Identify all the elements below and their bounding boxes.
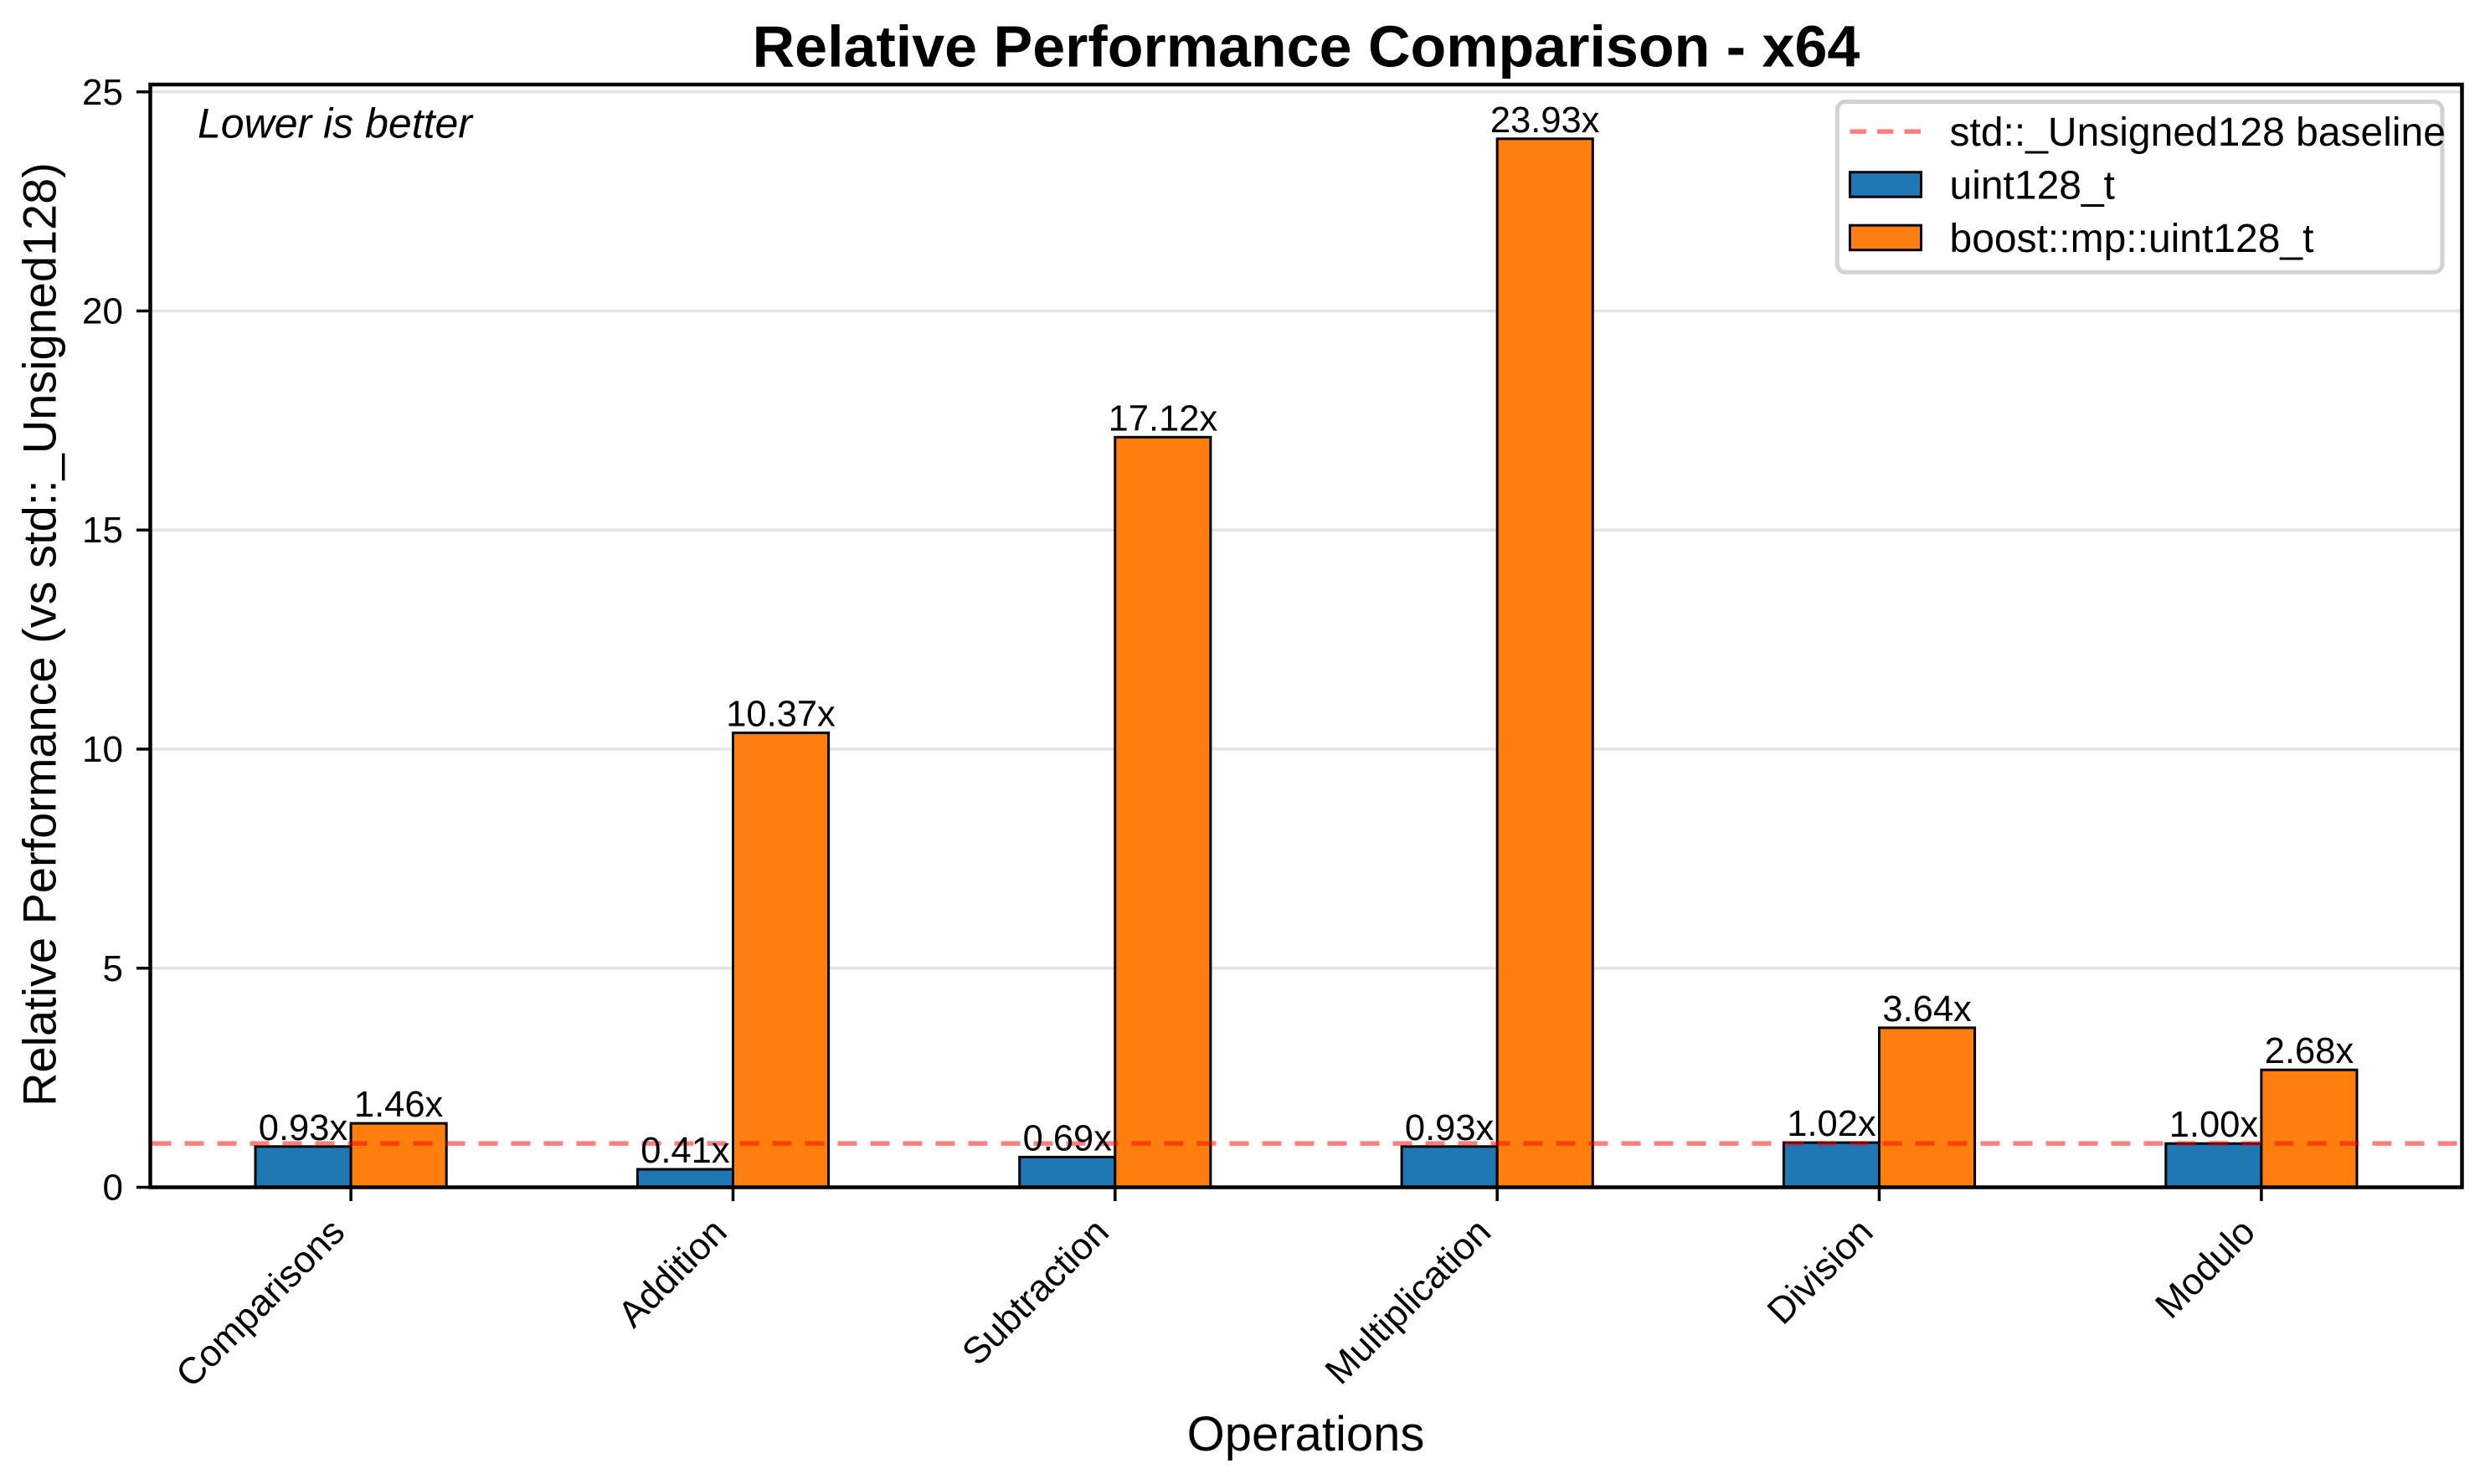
svg-text:Lower is better: Lower is better	[198, 100, 474, 147]
svg-text:15: 15	[82, 510, 123, 551]
svg-text:1.00x: 1.00x	[2169, 1105, 2259, 1145]
svg-text:std::_Unsigned128 baseline: std::_Unsigned128 baseline	[1950, 110, 2446, 155]
svg-text:1.02x: 1.02x	[1787, 1104, 1876, 1144]
svg-text:Relative Performance (vs std::: Relative Performance (vs std::_Unsigned1…	[13, 162, 66, 1107]
svg-text:0.93x: 0.93x	[1405, 1108, 1495, 1148]
svg-text:boost::mp::uint128_t: boost::mp::uint128_t	[1950, 217, 2314, 261]
svg-text:3.64x: 3.64x	[1882, 989, 1972, 1030]
svg-text:0.41x: 0.41x	[641, 1131, 730, 1171]
svg-text:0.93x: 0.93x	[259, 1108, 348, 1148]
svg-text:0.69x: 0.69x	[1023, 1118, 1113, 1158]
svg-text:uint128_t: uint128_t	[1950, 164, 2116, 208]
svg-text:17.12x: 17.12x	[1109, 398, 1218, 439]
svg-text:20: 20	[82, 291, 123, 332]
svg-text:0: 0	[103, 1168, 123, 1209]
svg-text:2.68x: 2.68x	[2265, 1031, 2354, 1071]
svg-text:5: 5	[103, 948, 123, 989]
svg-text:10: 10	[82, 729, 123, 770]
svg-text:1.46x: 1.46x	[354, 1085, 444, 1125]
svg-text:Relative Performance Compariso: Relative Performance Comparison - x64	[753, 14, 1860, 80]
svg-text:25: 25	[82, 72, 123, 113]
svg-text:Operations: Operations	[1187, 1407, 1425, 1461]
svg-text:10.37x: 10.37x	[726, 695, 836, 735]
svg-text:23.93x: 23.93x	[1490, 100, 1600, 141]
